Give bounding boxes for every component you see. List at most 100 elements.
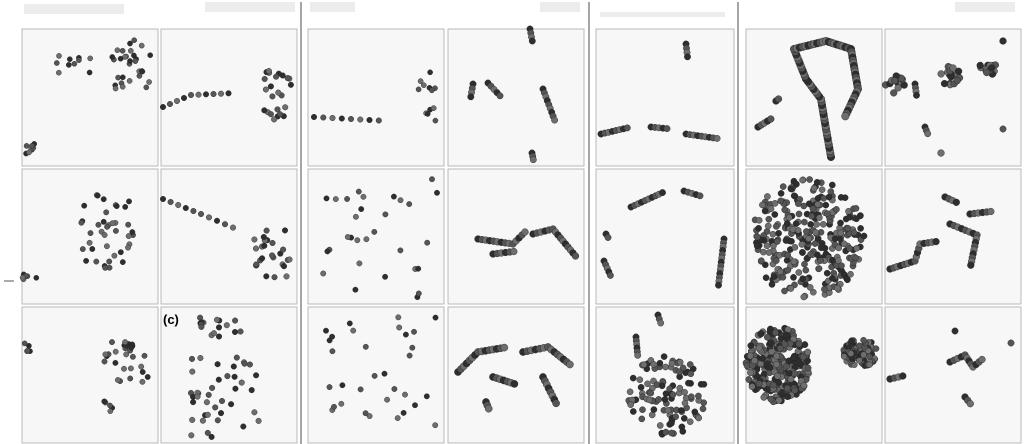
bead (775, 229, 782, 237)
bead (122, 339, 129, 345)
bead (101, 358, 108, 365)
bead (764, 222, 772, 230)
bead (840, 353, 848, 360)
bead (840, 240, 848, 248)
bead (271, 116, 278, 123)
bead (279, 72, 286, 79)
bead (999, 37, 1007, 45)
bead (833, 206, 840, 213)
bead (19, 274, 26, 281)
bead (112, 85, 119, 92)
bead (147, 52, 153, 59)
bead (283, 273, 290, 280)
bead (765, 215, 773, 223)
bead (810, 288, 817, 296)
bead (240, 423, 247, 430)
bead (804, 348, 812, 356)
bead (687, 370, 695, 378)
bead (138, 363, 145, 370)
bead (311, 113, 318, 120)
bead (824, 210, 831, 217)
bead (197, 355, 204, 362)
bead (209, 384, 216, 391)
bead (119, 259, 126, 265)
bead (765, 249, 773, 256)
bead (67, 56, 73, 63)
bead (253, 372, 260, 379)
bead (799, 176, 806, 184)
bead (274, 106, 281, 113)
bead (781, 340, 789, 348)
bead (521, 228, 529, 236)
bead (111, 252, 118, 259)
bead (787, 185, 795, 193)
bead (899, 372, 907, 380)
bead (790, 258, 798, 266)
bead (829, 274, 836, 282)
bead (277, 111, 284, 118)
bead (415, 265, 422, 272)
bead (411, 328, 417, 335)
bead (87, 55, 93, 62)
bead (213, 217, 220, 224)
bead (267, 83, 274, 90)
bead (125, 233, 132, 240)
bead (230, 363, 237, 370)
bead (261, 75, 268, 82)
bead (785, 214, 793, 221)
bead (107, 408, 114, 415)
bead (188, 432, 195, 439)
bead (773, 223, 780, 230)
bead (976, 61, 984, 70)
bead (199, 417, 206, 424)
bead (767, 115, 775, 123)
bead (231, 373, 238, 380)
bead (846, 213, 854, 221)
bead (775, 396, 783, 404)
bead (384, 396, 390, 403)
bead (795, 200, 802, 207)
bead (661, 396, 669, 403)
bead (352, 286, 359, 293)
bead (800, 382, 808, 389)
bead (763, 242, 771, 250)
bead (143, 84, 150, 91)
bead (807, 221, 815, 228)
bead (784, 393, 792, 400)
bead (940, 79, 949, 88)
bead (126, 78, 133, 84)
bead (660, 353, 668, 360)
bead (221, 221, 228, 228)
bead (529, 156, 537, 164)
panel-3-4 (447, 306, 585, 444)
bead (203, 399, 210, 406)
bead (357, 116, 364, 123)
bead (860, 232, 868, 240)
bead (967, 261, 975, 269)
bead (352, 213, 359, 220)
bead (866, 361, 873, 368)
bead (231, 329, 238, 336)
bead (357, 386, 364, 393)
bead (406, 201, 413, 208)
bead (202, 91, 209, 98)
bead (167, 198, 174, 205)
bead (87, 230, 94, 237)
bead (685, 379, 692, 387)
bead (355, 188, 362, 195)
bead (144, 374, 151, 380)
bead (397, 197, 404, 204)
bead (95, 221, 102, 228)
bead (815, 265, 823, 272)
bead (350, 327, 357, 334)
bead (391, 386, 398, 392)
panel-1-3 (307, 28, 445, 167)
bead (837, 235, 844, 243)
bead (634, 351, 642, 359)
bead (107, 402, 113, 409)
bead (286, 256, 293, 263)
bead (282, 104, 289, 111)
bead (799, 275, 807, 283)
bead (650, 406, 658, 413)
bead (402, 391, 408, 398)
